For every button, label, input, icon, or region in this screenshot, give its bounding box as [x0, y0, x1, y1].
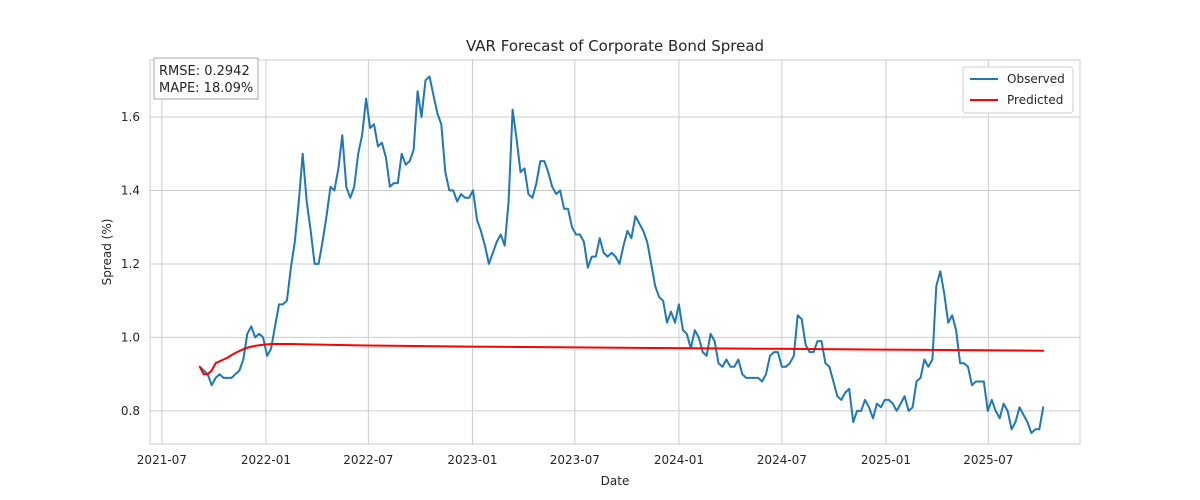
- plot-frame: [149, 59, 1081, 445]
- x-tick-label: 2023-07: [550, 453, 600, 467]
- x-tick-label: 2025-01: [861, 453, 911, 467]
- x-axis-title: Date: [601, 474, 630, 488]
- metrics-box-frame: [153, 57, 259, 100]
- y-tick-label: 1.0: [121, 330, 140, 344]
- series-line-observed: [198, 75, 1045, 434]
- y-tick-label: 1.4: [121, 183, 140, 197]
- metrics-box: RMSE: 0.2942 MAPE: 18.09%: [153, 57, 259, 100]
- rmse-label: RMSE: 0.2942: [159, 64, 250, 79]
- legend: Observed Predicted: [962, 66, 1074, 114]
- y-axis-title: Spread (%): [100, 219, 114, 286]
- y-tick-label: 1.6: [121, 110, 140, 124]
- x-tick-label: 2023-01: [447, 453, 497, 467]
- x-tick-label: 2024-01: [654, 453, 704, 467]
- mape-label: MAPE: 18.09%: [159, 81, 253, 96]
- y-tick-label: 0.8: [121, 404, 140, 418]
- x-tick-label: 2021-07: [137, 453, 187, 467]
- grid: [150, 60, 1080, 444]
- legend-label-observed: Observed: [1007, 72, 1065, 86]
- x-tick-label: 2022-07: [343, 453, 393, 467]
- series-line-predicted: [198, 343, 1045, 376]
- series-group: [198, 75, 1045, 434]
- tick-labels: 2021-07 2022-01 2022-07 2023-01 2023-07 2024-…: [121, 110, 1014, 467]
- x-tick-label: 2022-01: [241, 453, 291, 467]
- legend-label-predicted: Predicted: [1007, 93, 1063, 107]
- x-tick-label: 2024-07: [757, 453, 807, 467]
- chart-title: VAR Forecast of Corporate Bond Spread: [466, 37, 764, 55]
- y-tick-label: 1.2: [121, 257, 140, 271]
- x-tick-label: 2025-07: [963, 453, 1013, 467]
- plot-area: [150, 60, 1080, 444]
